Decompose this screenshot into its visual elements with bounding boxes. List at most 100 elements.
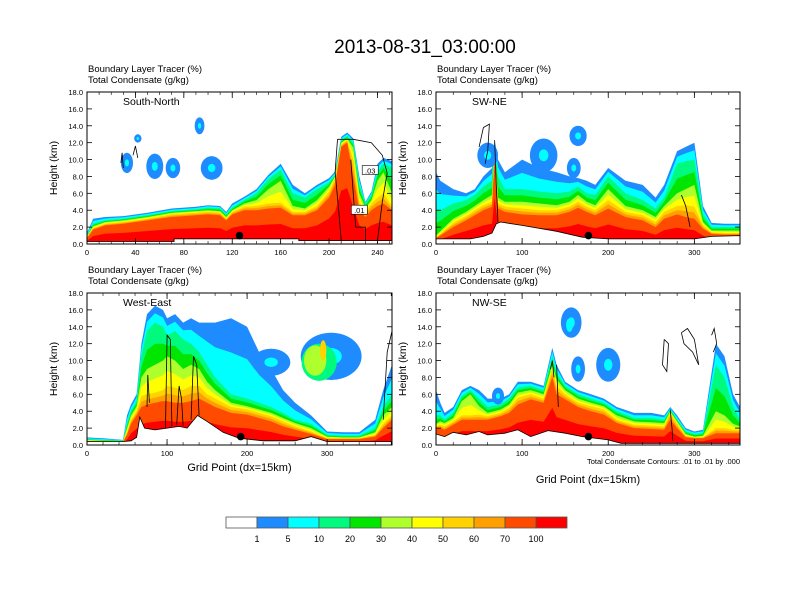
colorbar-label: 100 (528, 534, 543, 544)
condensate-contour (132, 145, 139, 158)
terrain (87, 414, 392, 445)
colorbar-box (380, 516, 413, 529)
colorbar-box (504, 516, 537, 529)
panel-label: NW-SE (472, 297, 507, 309)
cloud-blob-core (124, 159, 130, 167)
x-tick-label: 200 (241, 449, 254, 458)
plot-area: .03 .01 (87, 117, 392, 244)
colorbar-box (442, 516, 475, 529)
colorbar-box (318, 516, 351, 529)
panel-nw-se: Boundary Layer Tracer (%)Total Condensat… (397, 265, 741, 486)
y-tick-label: 0.0 (422, 441, 432, 450)
x-tick-label: 100 (516, 248, 529, 257)
condensate-contour (681, 327, 700, 365)
x-tick-label: 240 (371, 248, 384, 257)
cloud-blob-core (170, 164, 176, 172)
condensate-contour (146, 374, 150, 408)
cloud-blob-core (151, 161, 158, 171)
y-tick-label: 12.0 (417, 340, 432, 349)
colorbar-label: 1 (254, 534, 259, 544)
y-axis-label: Height (km) (48, 141, 60, 195)
x-tick-label: 100 (516, 449, 529, 458)
y-tick-label: 4.0 (73, 407, 83, 416)
tracer-fill-t70 (436, 159, 740, 244)
cloud-blob-core (575, 364, 581, 374)
location-marker (584, 231, 593, 240)
y-tick-label: 12.0 (68, 139, 83, 148)
colorbar-label: 70 (500, 534, 510, 544)
y-tick-label: 16.0 (68, 306, 83, 315)
y-tick-label: 10.0 (68, 357, 83, 366)
y-tick-label: 2.0 (422, 223, 432, 232)
panel-frame (86, 91, 393, 245)
cloud-blob-core (604, 358, 613, 371)
cloud-blob-core (264, 357, 278, 367)
y-tick-label: 6.0 (422, 189, 432, 198)
y-tick-label: 12.0 (417, 139, 432, 148)
y-tick-label: 4.0 (422, 206, 432, 215)
colorbar-label: 30 (376, 534, 386, 544)
y-tick-label: 0.0 (422, 240, 432, 249)
colorbar-label: 20 (345, 534, 355, 544)
y-tick-label: 0.0 (73, 240, 83, 249)
condensate-contour (662, 339, 669, 373)
y-tick-label: 8.0 (422, 172, 432, 181)
y-tick-label: 8.0 (73, 172, 83, 181)
condensate-contour (176, 385, 184, 426)
y-tick-label: 4.0 (422, 407, 432, 416)
cloud-blob-core (538, 149, 549, 162)
cloud-blob-core (197, 122, 202, 129)
x-tick-label: 200 (323, 248, 336, 257)
y-tick-label: 4.0 (73, 206, 83, 215)
y-tick-label: 2.0 (73, 424, 83, 433)
cloud-blob-core (136, 136, 140, 140)
x-tick-label: 120 (226, 248, 239, 257)
colorbar-box (411, 516, 444, 529)
panel-subtitle: Total Condensate (g/kg) (88, 75, 189, 86)
cloud-blob (566, 318, 573, 332)
x-tick-label: 80 (180, 248, 188, 257)
x-axis-label: Grid Point (dx=15km) (536, 474, 640, 486)
y-tick-label: 2.0 (422, 424, 432, 433)
panel-subtitle: Total Condensate (g/kg) (437, 276, 538, 287)
condensate-contour (337, 138, 388, 241)
panel-label: South-North (123, 96, 180, 108)
panel-subtitle: Total Condensate (g/kg) (437, 75, 538, 86)
x-tick-label: 0 (434, 449, 438, 458)
y-tick-label: 14.0 (68, 122, 83, 131)
y-axis-label: Height (km) (48, 342, 60, 396)
tracer-fill-t70 (87, 142, 392, 244)
colorbar-box (287, 516, 320, 529)
x-tick-label: 300 (688, 248, 701, 257)
colorbar-label: 40 (407, 534, 417, 544)
y-tick-label: 18.0 (417, 289, 432, 298)
panel-subtitle: Boundary Layer Tracer (%) (437, 64, 551, 75)
panel-west-east: Boundary Layer Tracer (%)Total Condensat… (48, 265, 393, 474)
condensate-contour (350, 159, 366, 241)
y-tick-label: 2.0 (73, 223, 83, 232)
plot-area (436, 123, 740, 244)
plot-area (436, 307, 740, 445)
colorbar-box (256, 516, 289, 529)
colorbar-box (349, 516, 382, 529)
condensate-contour (382, 330, 392, 420)
y-tick-label: 14.0 (417, 323, 432, 332)
contour-label: .01 (354, 206, 364, 215)
cloud-blob-core (495, 393, 501, 399)
panel-frame (435, 91, 741, 245)
x-tick-label: 200 (602, 449, 615, 458)
cloud-blob-core (484, 150, 492, 160)
colorbar-label: 10 (314, 534, 324, 544)
plot-area (87, 305, 392, 445)
y-tick-label: 18.0 (68, 88, 83, 97)
condensate-contour (494, 140, 499, 223)
panel-sw-ne: Boundary Layer Tracer (%)Total Condensat… (397, 64, 741, 257)
condensate-contour (165, 334, 173, 429)
terrain (87, 238, 392, 244)
colorbar-label: 60 (469, 534, 479, 544)
y-tick-label: 6.0 (73, 189, 83, 198)
y-tick-label: 16.0 (417, 306, 432, 315)
x-tick-label: 0 (85, 248, 89, 257)
y-tick-label: 8.0 (73, 373, 83, 382)
contour-label-box (351, 204, 368, 215)
